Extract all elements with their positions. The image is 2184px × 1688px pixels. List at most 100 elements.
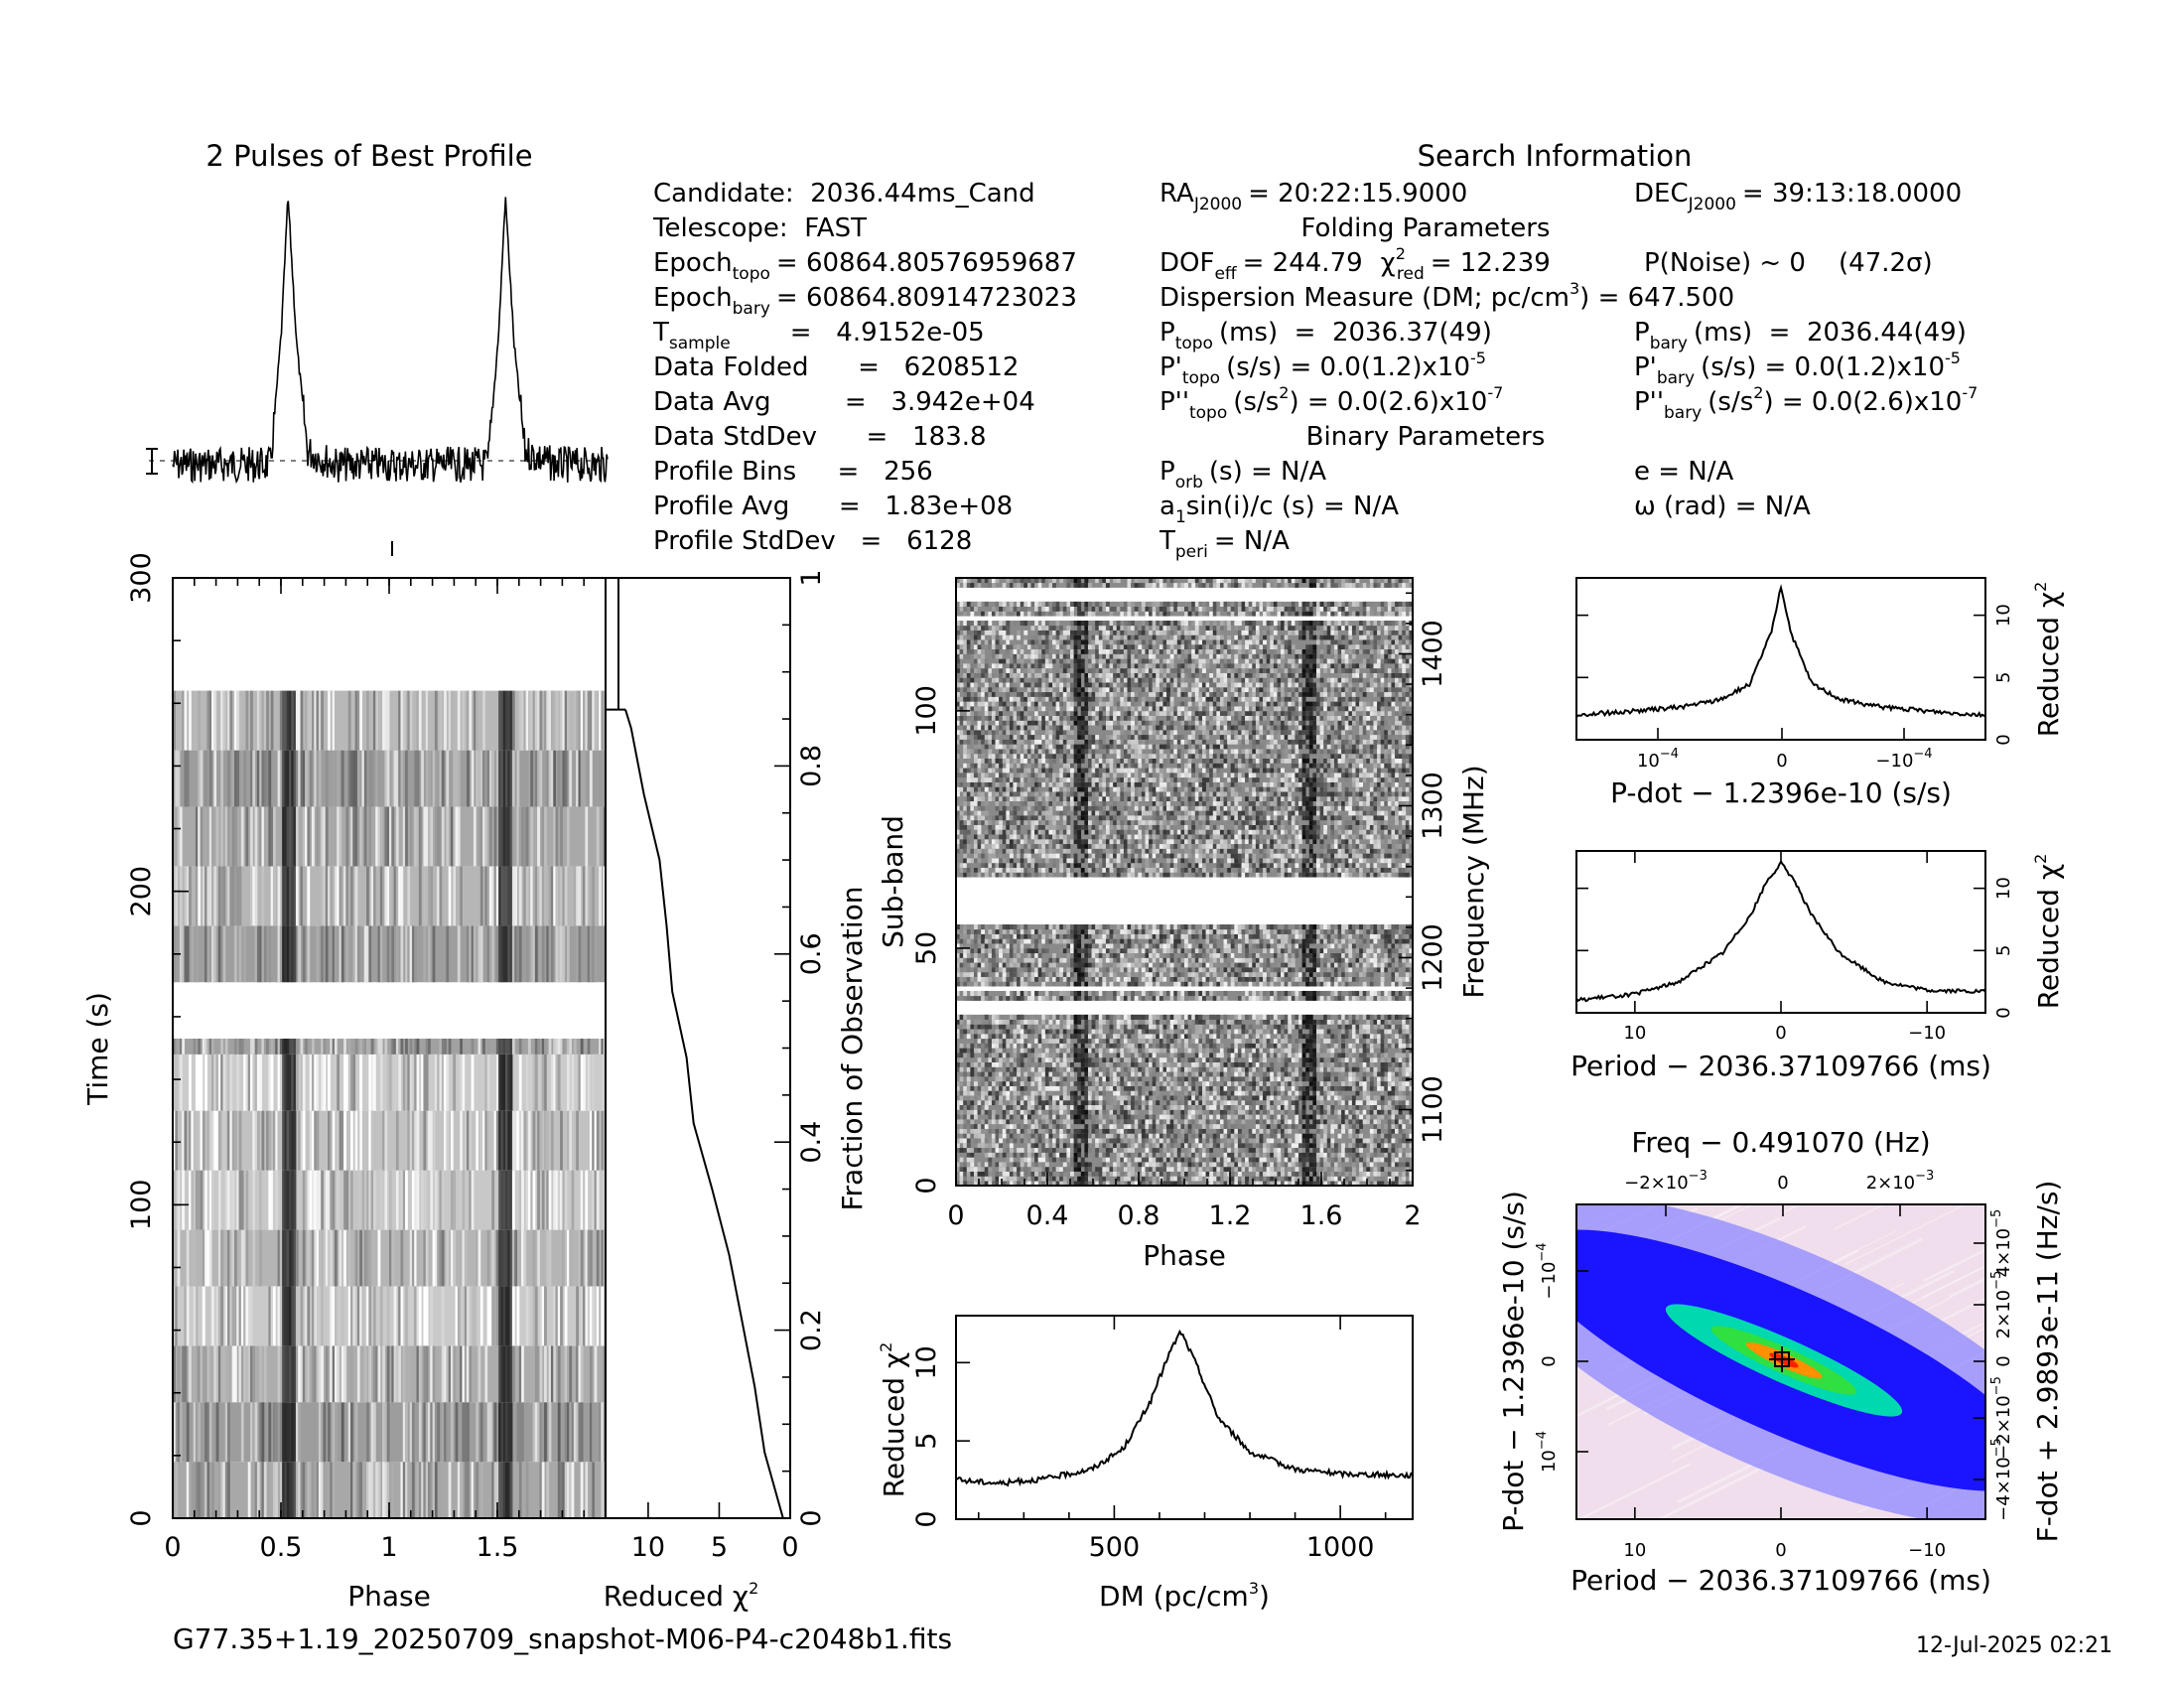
tp-cell <box>432 750 436 807</box>
sb-cell <box>1191 1119 1196 1125</box>
sb-cell <box>984 1099 989 1106</box>
tp-cell <box>416 1229 420 1287</box>
sb-cell <box>1184 1099 1188 1106</box>
sb-cell <box>1194 1029 1199 1035</box>
tp-cell <box>587 925 591 983</box>
tp-cell <box>539 1462 543 1518</box>
sb-cell <box>1227 1138 1232 1144</box>
sb-cell <box>1326 1090 1331 1096</box>
sb-cell <box>1030 1080 1035 1086</box>
tp-cell <box>460 1170 463 1230</box>
tp-cell <box>518 1462 522 1518</box>
tp-cell <box>307 750 311 807</box>
sb-cell <box>1348 1133 1353 1139</box>
tp-cell <box>555 866 559 926</box>
tp-cell <box>498 1039 501 1055</box>
sb-cell <box>1362 1109 1367 1115</box>
sb-cell <box>1330 1181 1335 1186</box>
sb-cell <box>1319 1147 1324 1153</box>
tp-cell <box>603 1170 606 1230</box>
tp-cell <box>405 1462 408 1518</box>
sb-cell <box>1184 1176 1188 1182</box>
tp-cell <box>434 690 438 751</box>
tp-cell <box>220 1039 223 1055</box>
tp-cell <box>505 1345 508 1403</box>
sb-cell <box>1120 1181 1125 1186</box>
sb-cell <box>1323 1147 1328 1153</box>
sb-cell <box>1037 1138 1042 1144</box>
tp-cell <box>393 1054 397 1111</box>
sb-cell <box>1109 1071 1114 1077</box>
sb-cell <box>1037 1162 1042 1168</box>
sb-cell <box>1255 1142 1260 1149</box>
sb-cell <box>1259 1157 1264 1163</box>
sb-cell <box>1070 1085 1074 1091</box>
sb-cell <box>1152 1034 1157 1040</box>
tp-cell <box>544 1345 547 1403</box>
tp-cell <box>557 750 561 807</box>
sb-cell <box>1266 1166 1271 1172</box>
sb-cell <box>1330 1152 1335 1158</box>
sb-cell <box>1298 1123 1302 1129</box>
sb-cell <box>1209 1043 1214 1049</box>
tp-cell <box>205 1170 207 1230</box>
sb-cell <box>1237 1034 1242 1040</box>
tp-cell <box>189 690 192 751</box>
sb-cell <box>1409 1176 1413 1182</box>
tp-cell <box>479 1110 483 1171</box>
sb-cell <box>1127 1181 1132 1186</box>
sb-cell <box>1288 1066 1293 1072</box>
sb-cell <box>1080 1076 1085 1082</box>
sb-cell <box>1366 1099 1371 1106</box>
sb-cell <box>1315 1166 1320 1172</box>
tp-cell <box>272 1110 276 1171</box>
sb-cell <box>1348 1104 1353 1110</box>
sb-cell <box>1037 1152 1042 1158</box>
tp-cell <box>599 1286 602 1346</box>
sb-cell <box>963 1162 968 1168</box>
sb-cell <box>1348 1095 1353 1101</box>
tp-cell <box>423 866 427 926</box>
sb-cell <box>1308 1029 1313 1035</box>
sb-cell <box>1002 1061 1007 1067</box>
sb-cell <box>1398 1061 1403 1067</box>
tp-cell <box>594 690 598 751</box>
sb-cell <box>1002 1128 1007 1134</box>
tp-cell <box>518 1345 522 1403</box>
tp-cell <box>603 806 606 867</box>
sb-cell <box>977 1090 982 1096</box>
tp-cell <box>343 1039 346 1055</box>
sb-cell <box>1131 1053 1135 1058</box>
sb-cell <box>1105 1109 1110 1115</box>
tp-cell <box>256 925 260 983</box>
sb-cell <box>1333 1034 1338 1040</box>
sb-cell <box>1187 1119 1192 1125</box>
sb-cell <box>1020 1090 1024 1096</box>
sb-cell <box>1201 1034 1206 1040</box>
sb-cell <box>1062 1053 1067 1058</box>
sb-cell <box>1301 1162 1306 1168</box>
sb-cell <box>1191 1095 1196 1101</box>
info-profile-avg: Profile Avg = 1.83e+08 <box>653 492 1013 521</box>
sb-cell <box>1216 1138 1221 1144</box>
sb-cell <box>1341 1138 1346 1144</box>
sb-cell <box>1333 1038 1338 1044</box>
sb-cell <box>1291 1066 1296 1072</box>
tp-cell <box>361 1170 365 1230</box>
tp-cell <box>289 750 292 807</box>
tp-cell <box>314 1229 318 1287</box>
sb-cell <box>1234 1176 1239 1182</box>
sb-cell <box>1187 1152 1192 1158</box>
sb-cell <box>1384 1090 1389 1096</box>
sb-cell <box>1312 1133 1317 1139</box>
tp-cell <box>289 1462 292 1518</box>
tp-cell <box>395 866 399 926</box>
sb-cell <box>1156 1142 1160 1149</box>
tp-cell <box>482 1110 485 1171</box>
sb-cell <box>1237 1142 1242 1149</box>
sb-cell <box>1212 1152 1217 1158</box>
sb-cell <box>1059 1157 1064 1163</box>
sb-cell <box>1166 1128 1170 1134</box>
sb-cell <box>1333 1071 1338 1077</box>
sb-cell <box>1266 1029 1271 1035</box>
